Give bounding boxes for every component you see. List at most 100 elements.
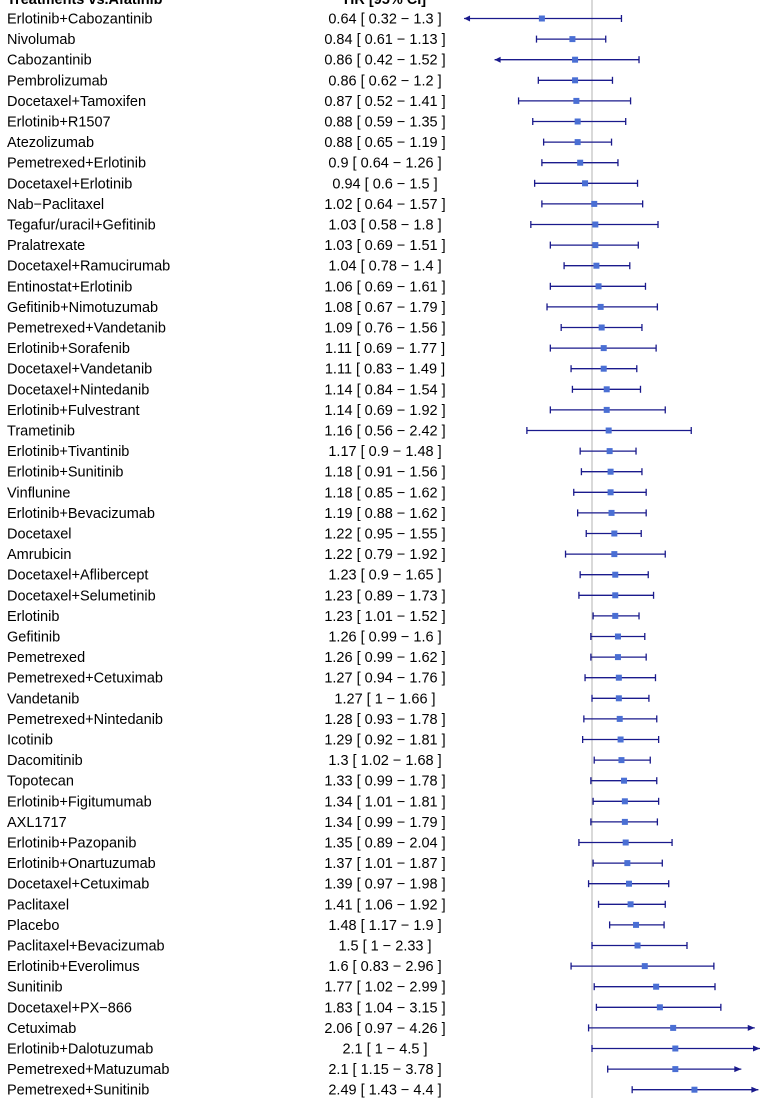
- hr-ci-text: 0.9 [ 0.64 − 1.26 ]: [328, 156, 441, 172]
- treatment-label: Erlotinib+Dalotuzumab: [7, 1042, 153, 1058]
- hr-point: [672, 1045, 679, 1052]
- hr-ci-text: 2.1 [ 1 − 4.5 ]: [342, 1042, 427, 1058]
- treatment-label: Erlotinib+Pazopanib: [7, 836, 136, 852]
- hr-point: [607, 489, 614, 496]
- treatment-label: Sunitinib: [7, 980, 63, 996]
- ci-right-arrow: [734, 1066, 742, 1073]
- hr-point: [592, 242, 599, 249]
- hr-ci-text: 1.23 [ 0.89 − 1.73 ]: [324, 588, 445, 604]
- forest-row: Erlotinib+Fulvestrant 1.14 [ 0.69 − 1.92 …: [7, 403, 666, 419]
- hr-ci-text: 1.34 [ 1.01 − 1.81 ]: [324, 794, 445, 810]
- forest-row: Trametinib 1.16 [ 0.56 − 2.42 ]: [7, 424, 692, 440]
- forest-row: AXL1717 1.34 [ 0.99 − 1.79 ]: [7, 815, 659, 831]
- forest-row: Erlotinib+Bevacizumab 1.19 [ 0.88 − 1.62 …: [7, 506, 647, 522]
- treatment-label: Pemetrexed+Erlotinib: [7, 156, 146, 172]
- hr-point: [593, 262, 600, 269]
- treatment-label: Paclitaxel+Bevacizumab: [7, 939, 165, 955]
- hr-ci-text: 0.87 [ 0.52 − 1.41 ]: [324, 94, 445, 110]
- hr-point: [608, 509, 615, 516]
- forest-row: Pemetrexed+Vandetanib 1.09 [ 0.76 − 1.56 …: [7, 321, 643, 337]
- treatment-label: Vinflunine: [7, 485, 70, 501]
- treatment-label: Erlotinib+Tivantinib: [7, 444, 129, 460]
- forest-row: Docetaxel+Ramucirumab 1.04 [ 0.78 − 1.4 ]: [7, 259, 631, 275]
- treatment-label: Pemetrexed+Sunitinib: [7, 1083, 149, 1098]
- hr-point: [617, 736, 624, 743]
- hr-point: [607, 468, 614, 475]
- treatment-label: Nivolumab: [7, 32, 76, 48]
- hr-ci-text: 1.3 [ 1.02 − 1.68 ]: [328, 753, 441, 769]
- forest-row: Erlotinib+Sorafenib 1.11 [ 0.69 − 1.77 ]: [7, 341, 657, 357]
- hr-point: [633, 921, 640, 928]
- forest-rows: Erlotinib+Cabozantinib 0.64 [ 0.32 − 1.3 …: [7, 12, 760, 1098]
- treatment-label: Docetaxel+Nintedanib: [7, 382, 149, 398]
- hr-point: [612, 592, 619, 599]
- treatment-label: Entinostat+Erlotinib: [7, 279, 132, 295]
- treatment-label: Cabozantinib: [7, 53, 92, 69]
- treatment-label: Placebo: [7, 918, 59, 934]
- forest-row: Docetaxel+Tamoxifen 0.87 [ 0.52 − 1.41 ]: [7, 94, 632, 110]
- treatment-label: Amrubicin: [7, 547, 71, 563]
- treatment-label: Erlotinib+Cabozantinib: [7, 12, 153, 28]
- hr-point: [614, 654, 621, 661]
- forest-row: Nab−Paclitaxel 1.02 [ 0.64 − 1.57 ]: [7, 197, 644, 213]
- ci-left-arrow: [494, 56, 501, 63]
- forest-row: Sunitinib 1.77 [ 1.02 − 2.99 ]: [7, 980, 716, 996]
- hr-ci-text: 1.14 [ 0.69 − 1.92 ]: [324, 403, 445, 419]
- hr-ci-text: 1.22 [ 0.79 − 1.92 ]: [324, 547, 445, 563]
- hr-ci-text: 1.19 [ 0.88 − 1.62 ]: [324, 506, 445, 522]
- forest-row: Icotinib 1.29 [ 0.92 − 1.81 ]: [7, 733, 660, 749]
- forest-row: Erlotinib+Figitumumab 1.34 [ 1.01 − 1.81 …: [7, 794, 660, 810]
- forest-row: Pemetrexed+Nintedanib 1.28 [ 0.93 − 1.78 …: [7, 712, 658, 728]
- treatment-label: Nab−Paclitaxel: [7, 197, 104, 213]
- hr-ci-text: 0.88 [ 0.59 − 1.35 ]: [324, 115, 445, 131]
- hr-point: [614, 633, 621, 640]
- hr-ci-text: 1.28 [ 0.93 − 1.78 ]: [324, 712, 445, 728]
- treatment-label: Docetaxel+Selumetinib: [7, 588, 156, 604]
- treatment-label: Vandetanib: [7, 691, 79, 707]
- hr-point: [672, 1066, 679, 1073]
- hr-point: [603, 406, 610, 413]
- forest-row: Erlotinib+Cabozantinib 0.64 [ 0.32 − 1.3 …: [7, 12, 623, 28]
- forest-row: Pembrolizumab 0.86 [ 0.62 − 1.2 ]: [7, 73, 614, 89]
- treatment-label: Docetaxel+Cetuximab: [7, 877, 149, 893]
- ci-right-arrow: [753, 1045, 760, 1052]
- hr-point: [641, 963, 648, 970]
- hr-ci-text: 1.23 [ 0.9 − 1.65 ]: [328, 568, 441, 584]
- hr-ci-text: 1.14 [ 0.84 − 1.54 ]: [324, 382, 445, 398]
- hr-point: [606, 448, 613, 455]
- forest-row: Paclitaxel 1.41 [ 1.06 − 1.92 ]: [7, 897, 666, 913]
- treatment-label: Erlotinib+R1507: [7, 115, 111, 131]
- forest-row: Docetaxel+Aflibercept 1.23 [ 0.9 − 1.65 ]: [7, 568, 649, 584]
- hr-point: [598, 324, 605, 331]
- hr-point: [605, 427, 612, 434]
- treatment-label: Gefitinib: [7, 630, 60, 646]
- forest-row: Dacomitinib 1.3 [ 1.02 − 1.68 ]: [7, 753, 651, 769]
- ci-left-arrow: [464, 15, 471, 22]
- hr-ci-text: 1.27 [ 1 − 1.66 ]: [334, 691, 435, 707]
- forest-row: Docetaxel 1.22 [ 0.95 − 1.55 ]: [7, 527, 642, 543]
- hr-ci-text: 1.16 [ 0.56 − 2.42 ]: [324, 424, 445, 440]
- hr-point: [600, 365, 607, 372]
- treatment-label: Cetuximab: [7, 1021, 76, 1037]
- hr-point: [624, 860, 631, 867]
- hr-ci-text: 0.86 [ 0.42 − 1.52 ]: [324, 53, 445, 69]
- treatment-label: Erlotinib+Onartuzumab: [7, 856, 156, 872]
- treatment-label: Pralatrexate: [7, 238, 85, 254]
- treatment-label: Pemetrexed: [7, 650, 85, 666]
- hr-ci-text: 1.11 [ 0.69 − 1.77 ]: [325, 341, 445, 357]
- forest-row: Erlotinib+Onartuzumab 1.37 [ 1.01 − 1.87 …: [7, 856, 663, 872]
- hr-point: [611, 530, 618, 537]
- hr-ci-text: 0.64 [ 0.32 − 1.3 ]: [328, 12, 441, 28]
- treatment-label: Docetaxel+Aflibercept: [7, 568, 148, 584]
- hr-ci-text: 1.09 [ 0.76 − 1.56 ]: [324, 321, 445, 337]
- hr-point: [612, 612, 619, 619]
- forest-row: Erlotinib 1.23 [ 1.01 − 1.52 ]: [7, 609, 640, 625]
- hr-ci-text: 2.06 [ 0.97 − 4.26 ]: [324, 1021, 445, 1037]
- treatment-label: Erlotinib+Bevacizumab: [7, 506, 155, 522]
- treatment-column-header: Treatments vs.Afatinib: [7, 0, 163, 8]
- forest-row: Entinostat+Erlotinib 1.06 [ 0.69 − 1.61 ]: [7, 279, 647, 295]
- forest-row: Topotecan 1.33 [ 0.99 − 1.78 ]: [7, 774, 658, 790]
- forest-row: Pemetrexed 1.26 [ 0.99 − 1.62 ]: [7, 650, 647, 666]
- hr-ci-text: 1.35 [ 0.89 − 2.04 ]: [324, 836, 445, 852]
- hr-ci-text: 1.02 [ 0.64 − 1.57 ]: [324, 197, 445, 213]
